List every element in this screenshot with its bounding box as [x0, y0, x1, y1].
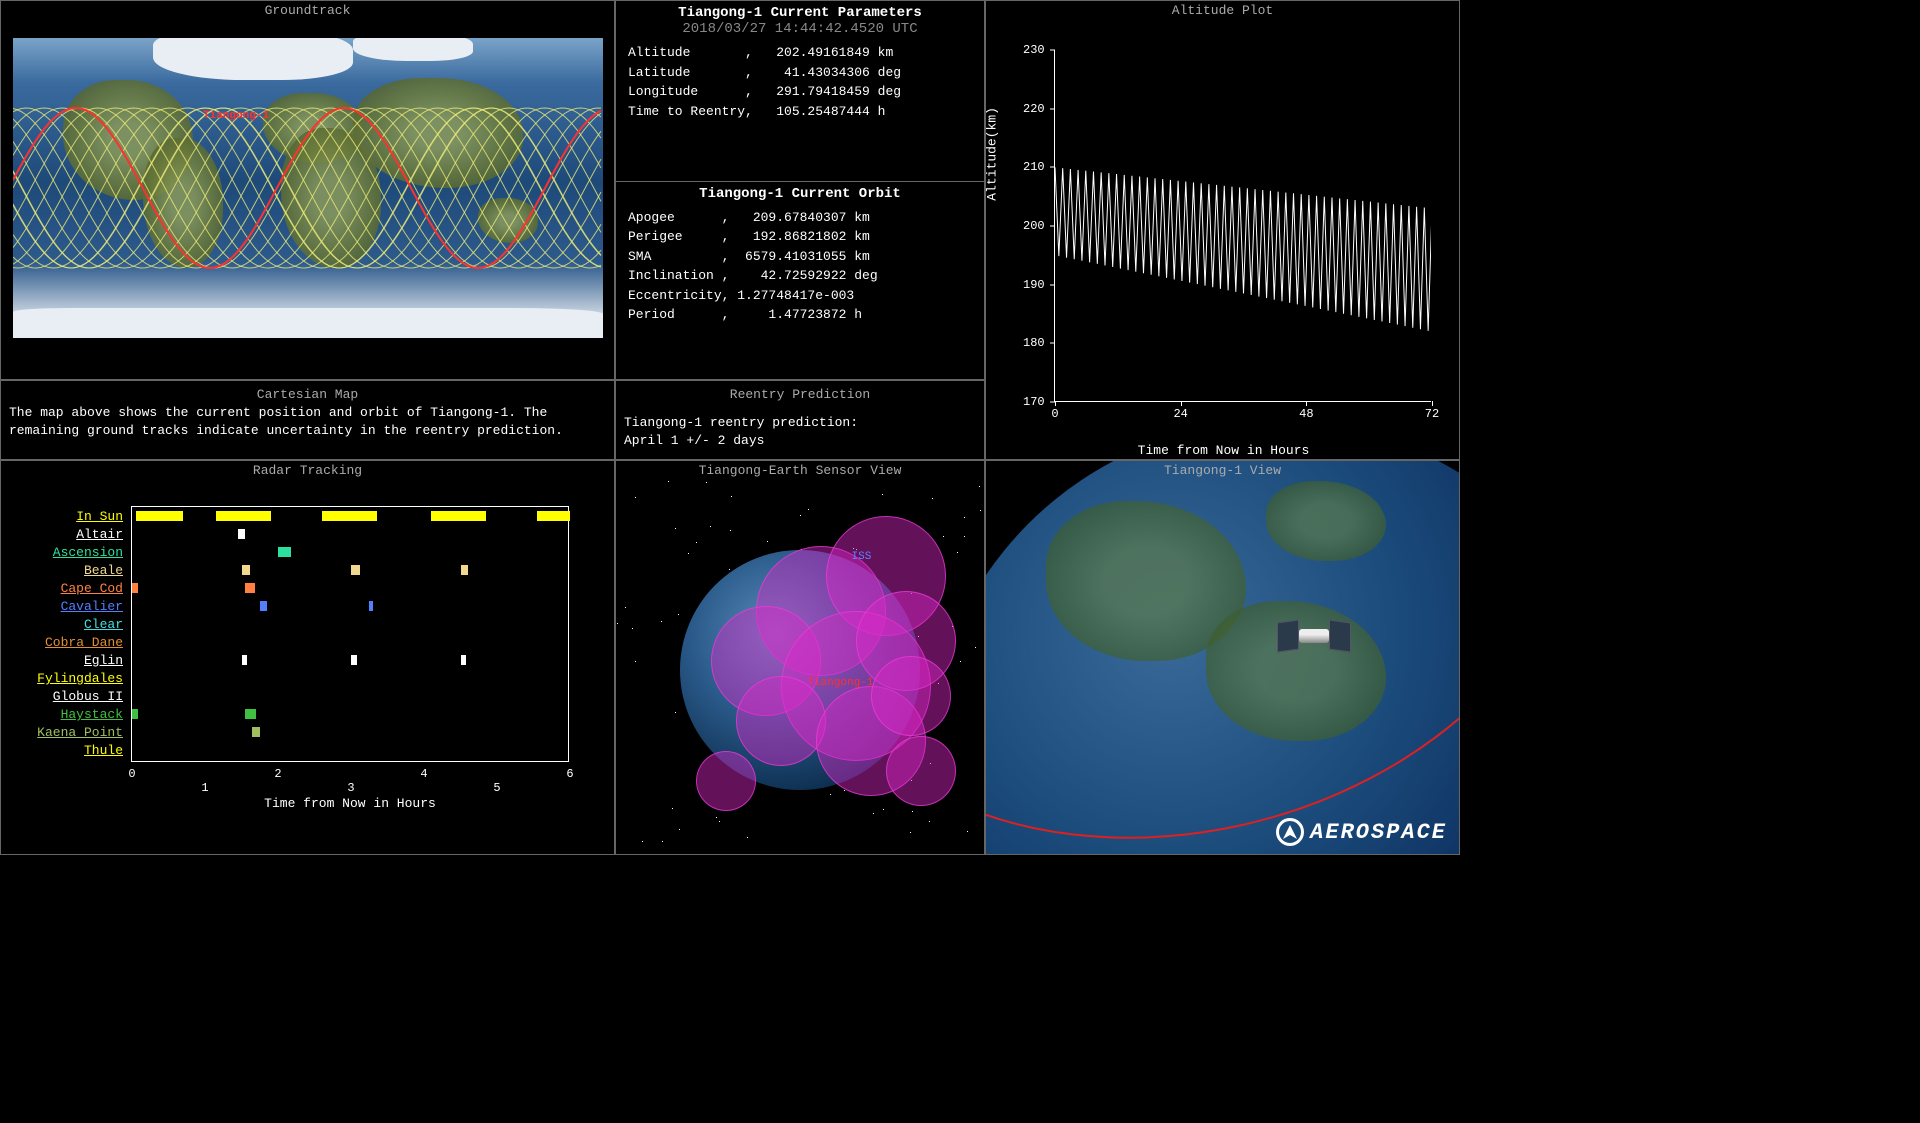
radar-pass-bar [461, 565, 468, 575]
radar-pass-bar [351, 655, 357, 665]
radar-xtick: 6 [566, 767, 573, 781]
cartesian-panel: Cartesian Map The map above shows the cu… [0, 380, 615, 460]
sensor-coverage-cone [871, 656, 951, 736]
radar-xtick: 5 [493, 781, 500, 795]
sensor-iss-label: ISS [852, 551, 872, 563]
radar-pass-bar [245, 709, 256, 719]
satellite-marker-label: Tiangong-1 [203, 110, 269, 122]
altitude-ytick: 210 [1023, 160, 1045, 174]
radar-station-label: Fylingdales [19, 670, 127, 688]
sensor-coverage-cone [696, 751, 756, 811]
radar-station-label: Altair [19, 526, 127, 544]
radar-station-label: Cavalier [19, 598, 127, 616]
cartesian-title: Cartesian Map [9, 385, 606, 404]
current-orbit: Tiangong-1 Current Orbit Apogee , 209.67… [616, 182, 984, 379]
radar-pass-bar [351, 565, 360, 575]
world-map: Tiangong-1 [13, 38, 603, 338]
radar-pass-bar [252, 727, 259, 737]
radar-pass-bar [369, 601, 373, 611]
radar-station-label: Cape Cod [19, 580, 127, 598]
sensor-panel: Tiangong-Earth Sensor View Tiangong-1 IS… [615, 460, 985, 855]
radar-pass-bar [431, 511, 486, 521]
params-timestamp: 2018/03/27 14:44:42.4520 UTC [628, 21, 972, 37]
sensor-title: Tiangong-Earth Sensor View [616, 461, 984, 480]
radar-plot-area: Time from Now in Hours 0246135 [131, 506, 569, 762]
current-parameters: Tiangong-1 Current Parameters 2018/03/27… [616, 1, 984, 182]
altitude-line-svg [1055, 50, 1431, 401]
radar-pass-bar [461, 655, 467, 665]
reentry-line2: April 1 +/- 2 days [624, 432, 976, 450]
radar-pass-bar [242, 655, 248, 665]
groundtrack-svg [13, 38, 603, 338]
params-data: Altitude , 202.49161849 km Latitude , 41… [628, 43, 972, 121]
radar-station-label: Cobra Dane [19, 634, 127, 652]
radar-pass-bar [216, 511, 271, 521]
radar-station-label: Globus II [19, 688, 127, 706]
radar-xlabel: Time from Now in Hours [132, 796, 568, 811]
radar-pass-bar [132, 583, 138, 593]
altitude-ytick: 180 [1023, 336, 1045, 350]
radar-station-label: In Sun [19, 508, 127, 526]
radar-pass-bar [537, 511, 570, 521]
radar-pass-bar [132, 709, 138, 719]
reentry-title: Reentry Prediction [624, 385, 976, 404]
radar-xtick: 1 [201, 781, 208, 795]
params-title: Tiangong-1 Current Parameters [628, 5, 972, 21]
radar-xtick: 3 [347, 781, 354, 795]
radar-chart: In SunAltairAscensionBealeCape CodCavali… [19, 500, 579, 810]
radar-station-label: Thule [19, 742, 127, 760]
radar-xtick: 2 [274, 767, 281, 781]
groundtrack-panel: Groundtrack Tiangong-1 [0, 0, 615, 380]
sensor-sat-label: Tiangong-1 [807, 677, 873, 689]
altitude-xtick: 48 [1299, 407, 1313, 421]
radar-pass-bar [238, 529, 245, 539]
radar-pass-bar [322, 511, 377, 521]
radar-station-label: Beale [19, 562, 127, 580]
view3d-title: Tiangong-1 View [986, 461, 1459, 480]
sensor-coverage-cone [886, 736, 956, 806]
aerospace-logo: AEROSPACE [1276, 818, 1447, 846]
reentry-line1: Tiangong-1 reentry prediction: [624, 414, 976, 432]
altitude-plot-panel: Altitude Plot 17018019020021022023002448… [985, 0, 1460, 460]
radar-pass-bar [136, 511, 183, 521]
altitude-chart: 1701801902002102202300244872 Altitude(km… [1016, 50, 1431, 430]
radar-pass-bar [278, 547, 291, 557]
orbit-data: Apogee , 209.67840307 km Perigee , 192.8… [628, 208, 972, 325]
cartesian-text: The map above shows the current position… [9, 404, 606, 440]
logo-icon [1276, 818, 1304, 846]
radar-station-labels: In SunAltairAscensionBealeCape CodCavali… [19, 508, 127, 760]
logo-text: AEROSPACE [1310, 820, 1447, 845]
altitude-ytick: 200 [1023, 219, 1045, 233]
altitude-xlabel: Time from Now in Hours [1016, 443, 1431, 458]
spacecraft-model [1279, 621, 1349, 651]
radar-pass-bar [260, 601, 267, 611]
altitude-xtick: 24 [1173, 407, 1187, 421]
radar-panel: Radar Tracking In SunAltairAscensionBeal… [0, 460, 615, 855]
altitude-ylabel: Altitude(km) [985, 107, 1000, 201]
radar-station-label: Ascension [19, 544, 127, 562]
radar-pass-bar [242, 565, 251, 575]
altitude-xtick: 0 [1051, 407, 1058, 421]
view3d-panel: Tiangong-1 View AEROSPACE [985, 460, 1460, 855]
radar-pass-bar [245, 583, 254, 593]
altitude-ytick: 230 [1023, 43, 1045, 57]
reentry-panel: Reentry Prediction Tiangong-1 reentry pr… [615, 380, 985, 460]
altitude-ytick: 170 [1023, 395, 1045, 409]
sensor-coverage-cone [736, 676, 826, 766]
altitude-plot-area: 1701801902002102202300244872 [1054, 50, 1431, 402]
radar-station-label: Kaena Point [19, 724, 127, 742]
radar-station-label: Haystack [19, 706, 127, 724]
parameters-panel: Tiangong-1 Current Parameters 2018/03/27… [615, 0, 985, 380]
radar-station-label: Clear [19, 616, 127, 634]
radar-xtick: 4 [420, 767, 427, 781]
groundtrack-title: Groundtrack [1, 1, 614, 20]
altitude-ytick: 190 [1023, 278, 1045, 292]
radar-station-label: Eglin [19, 652, 127, 670]
altitude-ytick: 220 [1023, 102, 1045, 116]
orbit-title: Tiangong-1 Current Orbit [628, 186, 972, 202]
radar-xtick: 0 [128, 767, 135, 781]
altitude-xtick: 72 [1425, 407, 1439, 421]
radar-title: Radar Tracking [1, 461, 614, 480]
altitude-title: Altitude Plot [986, 1, 1459, 20]
